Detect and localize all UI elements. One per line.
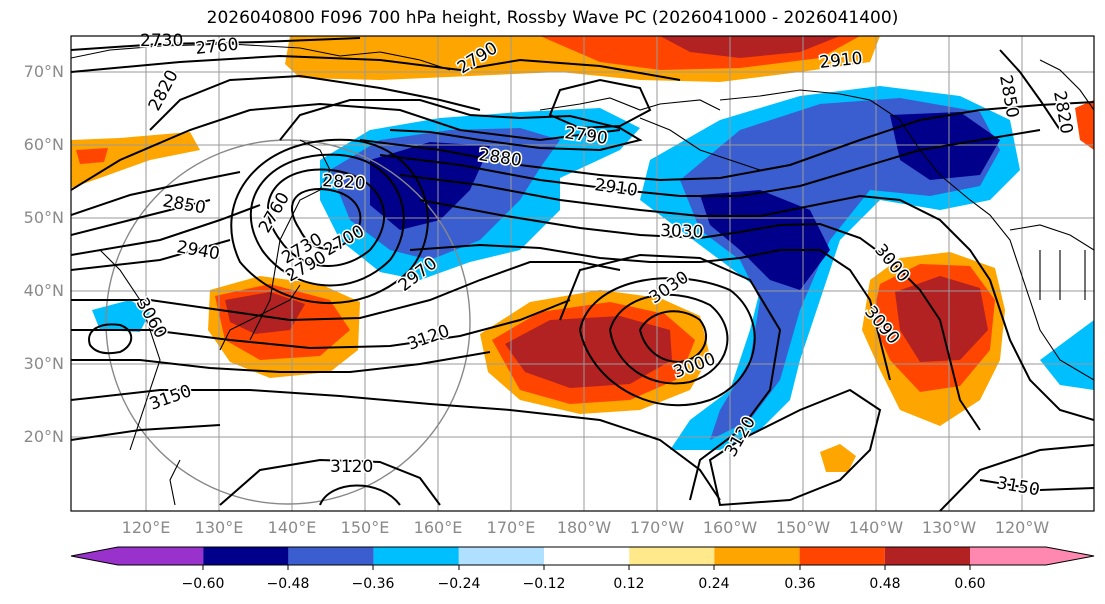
colorbar-tick-label: 0.60 — [954, 576, 986, 592]
colorbar-extend-min — [71, 547, 118, 565]
colorbar-swatch — [458, 547, 544, 565]
colorbar-tick-label: −0.24 — [437, 576, 481, 592]
colorbar-swatch — [373, 547, 459, 565]
contour-label: 3120 — [330, 457, 373, 477]
colorbar-tick-label: −0.48 — [266, 576, 310, 592]
colorbar-extend-max — [1046, 547, 1094, 565]
colorbar-swatch — [544, 547, 630, 565]
map-border — [70, 35, 1095, 512]
lon-label: 120°W — [994, 518, 1050, 537]
colorbar-swatch — [629, 547, 715, 565]
colorbar-tick-label: 0.24 — [698, 576, 730, 592]
lat-label: 50°N — [23, 208, 64, 227]
colorbar-tick-label: 0.12 — [613, 576, 645, 592]
lat-label: 20°N — [23, 427, 64, 446]
colorbar-swatch — [714, 547, 800, 565]
lon-label: 140°W — [848, 518, 904, 537]
lat-label: 30°N — [23, 354, 64, 373]
colorbar-swatch — [203, 547, 289, 565]
contour-label: 2790 — [563, 123, 609, 149]
map-title: 2026040800 F096 700 hPa height, Rossby W… — [206, 8, 899, 28]
shade-positive — [820, 444, 856, 472]
lon-label: 130°E — [194, 518, 244, 537]
colorbar — [70, 546, 1095, 570]
shade-negative — [680, 98, 1000, 440]
shading-layer — [71, 36, 1094, 472]
shade-positive — [76, 148, 108, 164]
lon-label: 170°E — [486, 518, 536, 537]
lon-label: 140°E — [267, 518, 317, 537]
gridlines — [71, 36, 1094, 511]
lon-label: 180°W — [556, 518, 612, 537]
lon-label: 170°W — [629, 518, 685, 537]
lon-label: 160°W — [702, 518, 758, 537]
height-contours — [71, 37, 1094, 511]
colorbar-tick-label: −0.36 — [351, 576, 395, 592]
colorbar-swatch — [799, 547, 885, 565]
colorbar-tick-label: −0.12 — [522, 576, 566, 592]
shade-positive — [71, 132, 200, 188]
colorbar-swatch — [970, 547, 1046, 565]
contour-label: 2760 — [194, 35, 239, 59]
lon-label: 150°W — [775, 518, 831, 537]
colorbar-swatch — [884, 547, 970, 565]
shade-positive — [660, 36, 840, 58]
lat-label: 60°N — [23, 135, 64, 154]
shade-positive — [1075, 100, 1094, 150]
lat-label: 40°N — [23, 281, 64, 300]
contour-label: 2730 — [140, 31, 183, 51]
range-circle — [105, 139, 471, 505]
colorbar-swatch — [288, 547, 374, 565]
colorbar-swatch — [118, 547, 204, 565]
lon-label: 120°E — [121, 518, 171, 537]
lat-label: 70°N — [23, 62, 64, 81]
contour-label: 3030 — [660, 221, 704, 242]
lon-label: 130°W — [921, 518, 977, 537]
colorbar-tick-label: −0.60 — [181, 576, 225, 592]
contour-label: 2820 — [322, 171, 367, 194]
shade-positive — [895, 276, 988, 362]
colorbar-tick-label: 0.36 — [784, 576, 816, 592]
coastlines — [71, 43, 1094, 506]
lon-label: 160°E — [413, 518, 463, 537]
lon-label: 150°E — [340, 518, 390, 537]
colorbar-outline — [70, 546, 1095, 566]
colorbar-tick-label: 0.48 — [869, 576, 901, 592]
